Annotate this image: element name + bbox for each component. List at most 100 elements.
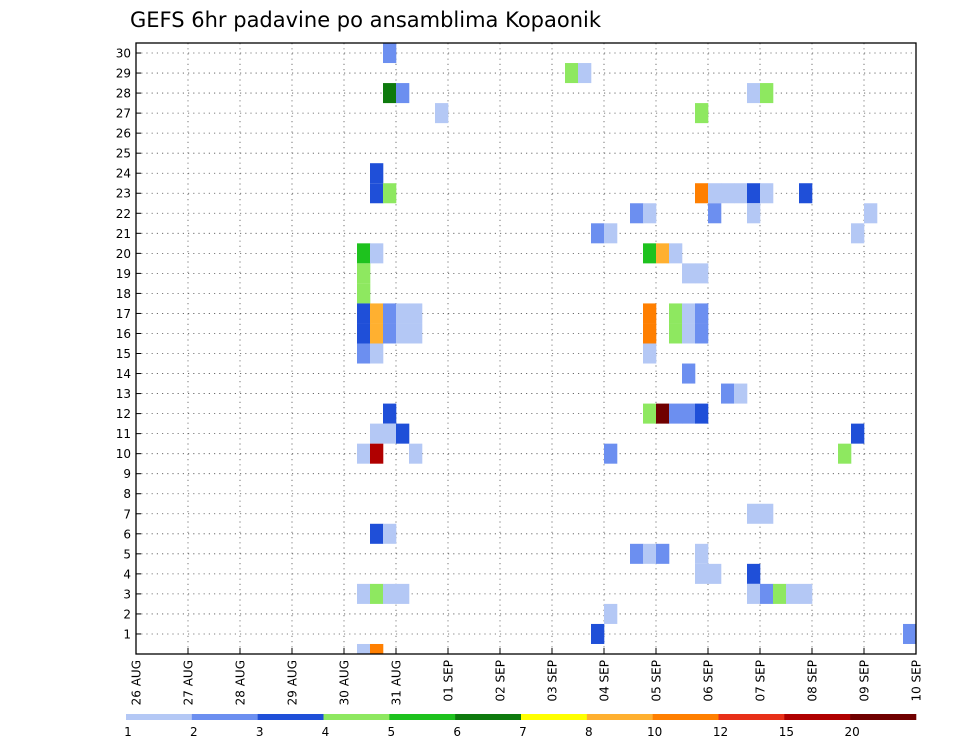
y-tick-label: 9: [123, 467, 131, 481]
colorbar-label: 15: [779, 725, 794, 739]
heatmap-cell: [370, 643, 384, 654]
heatmap-cell: [838, 443, 852, 464]
y-tick-label: 12: [116, 407, 131, 421]
heatmap-cell: [383, 303, 397, 324]
heatmap-cell: [734, 183, 748, 204]
heatmap-cell: [760, 503, 774, 524]
plot-frame: [135, 42, 917, 655]
x-tick-label: 27 AUG: [182, 660, 196, 705]
x-tick-label: 31 AUG: [390, 660, 404, 705]
x-tick-label: 06 SEP: [702, 660, 716, 702]
heatmap-cell: [409, 443, 423, 464]
x-axis-ticks: 26 AUG 27 AUG 28 AUG 29 AUG 30 AUG 31 AUG 01 S…: [130, 648, 924, 705]
y-tick-label: 4: [123, 567, 131, 581]
colorbar-label: 8: [585, 725, 593, 739]
heatmap-cell: [903, 623, 917, 644]
heatmap-cells: [357, 43, 917, 654]
heatmap-cell: [682, 363, 696, 384]
heatmap-cell: [708, 563, 722, 584]
heatmap-cell: [695, 303, 709, 324]
heatmap-cell: [370, 323, 384, 344]
heatmap-cell: [565, 63, 579, 84]
heatmap-cell: [630, 203, 644, 224]
colorbar-swatch: [126, 714, 193, 720]
heatmap-cell: [370, 183, 384, 204]
heatmap-cell: [383, 523, 397, 544]
heatmap-cell: [747, 83, 761, 104]
y-tick-label: 7: [123, 507, 131, 521]
colorbar-swatch: [784, 714, 851, 720]
colorbar-swatch: [586, 714, 653, 720]
x-tick-label: 07 SEP: [754, 660, 768, 702]
x-tick-label: 09 SEP: [858, 660, 872, 702]
heatmap-cell: [721, 383, 735, 404]
x-tick-label: 02 SEP: [494, 660, 508, 702]
y-tick-label: 13: [116, 387, 131, 401]
y-tick-label: 25: [116, 147, 131, 161]
y-tick-label: 8: [123, 487, 131, 501]
heatmap-cell: [370, 163, 384, 184]
heatmap-cell: [396, 83, 410, 104]
heatmap-cell: [357, 583, 371, 604]
heatmap-cell: [604, 603, 618, 624]
y-tick-label: 28: [116, 87, 131, 101]
heatmap-cell: [643, 243, 657, 264]
heatmap-cell: [695, 563, 709, 584]
colorbar-label: 12: [713, 725, 728, 739]
heatmap-cell: [383, 583, 397, 604]
y-tick-label: 5: [123, 547, 131, 561]
heatmap-cell: [409, 303, 423, 324]
colorbar-swatch: [257, 714, 324, 720]
heatmap-cell: [864, 203, 878, 224]
y-tick-label: 19: [116, 267, 131, 281]
x-tick-label: 29 AUG: [286, 660, 300, 705]
colorbar-label: 5: [388, 725, 396, 739]
y-tick-label: 23: [116, 187, 131, 201]
heatmap-cell: [370, 583, 384, 604]
heatmap-cell: [357, 323, 371, 344]
heatmap-cell: [383, 323, 397, 344]
heatmap-cell: [643, 343, 657, 364]
y-tick-label: 29: [116, 67, 131, 81]
heatmap-cell: [370, 343, 384, 364]
heatmap-cell: [695, 103, 709, 124]
y-tick-label: 2: [123, 607, 131, 621]
y-tick-label: 16: [116, 327, 131, 341]
x-tick-label: 03 SEP: [546, 660, 560, 702]
colorbar-label: 6: [453, 725, 461, 739]
heatmap-cell: [799, 583, 813, 604]
colorbar-swatch: [389, 714, 456, 720]
x-tick-label: 05 SEP: [650, 660, 664, 702]
heatmap-cell: [669, 323, 683, 344]
heatmap-cell: [760, 583, 774, 604]
heatmap-cell: [396, 423, 410, 444]
heatmap-cell: [747, 583, 761, 604]
heatmap-cell: [851, 423, 865, 444]
heatmap-cell: [695, 263, 709, 284]
heatmap-cell: [656, 243, 670, 264]
grid-lines: [136, 43, 916, 654]
heatmap-cell: [721, 183, 735, 204]
colorbar-label: 20: [845, 725, 860, 739]
y-tick-label: 15: [116, 347, 131, 361]
x-tick-label: 10 SEP: [910, 660, 924, 702]
heatmap-cell: [396, 583, 410, 604]
heatmap-cell: [773, 583, 787, 604]
y-tick-label: 26: [116, 127, 131, 141]
colorbar-label: 1: [124, 725, 132, 739]
heatmap-cell: [643, 543, 657, 564]
heatmap-cell: [643, 323, 657, 344]
heatmap-cell: [383, 83, 397, 104]
colorbar: 1 2 3 4 5 6 7 8 10 12 15 20: [124, 714, 917, 739]
heatmap-cell: [695, 323, 709, 344]
x-tick-label: 08 SEP: [806, 660, 820, 702]
x-tick-label: 26 AUG: [130, 660, 144, 705]
y-tick-label: 22: [116, 207, 131, 221]
y-tick-label: 18: [116, 287, 131, 301]
heatmap-cell: [734, 383, 748, 404]
heatmap-cell: [760, 83, 774, 104]
y-tick-label: 1: [123, 627, 131, 641]
heatmap-cell: [578, 63, 592, 84]
heatmap-cell: [591, 623, 605, 644]
heatmap-cell: [383, 43, 397, 64]
